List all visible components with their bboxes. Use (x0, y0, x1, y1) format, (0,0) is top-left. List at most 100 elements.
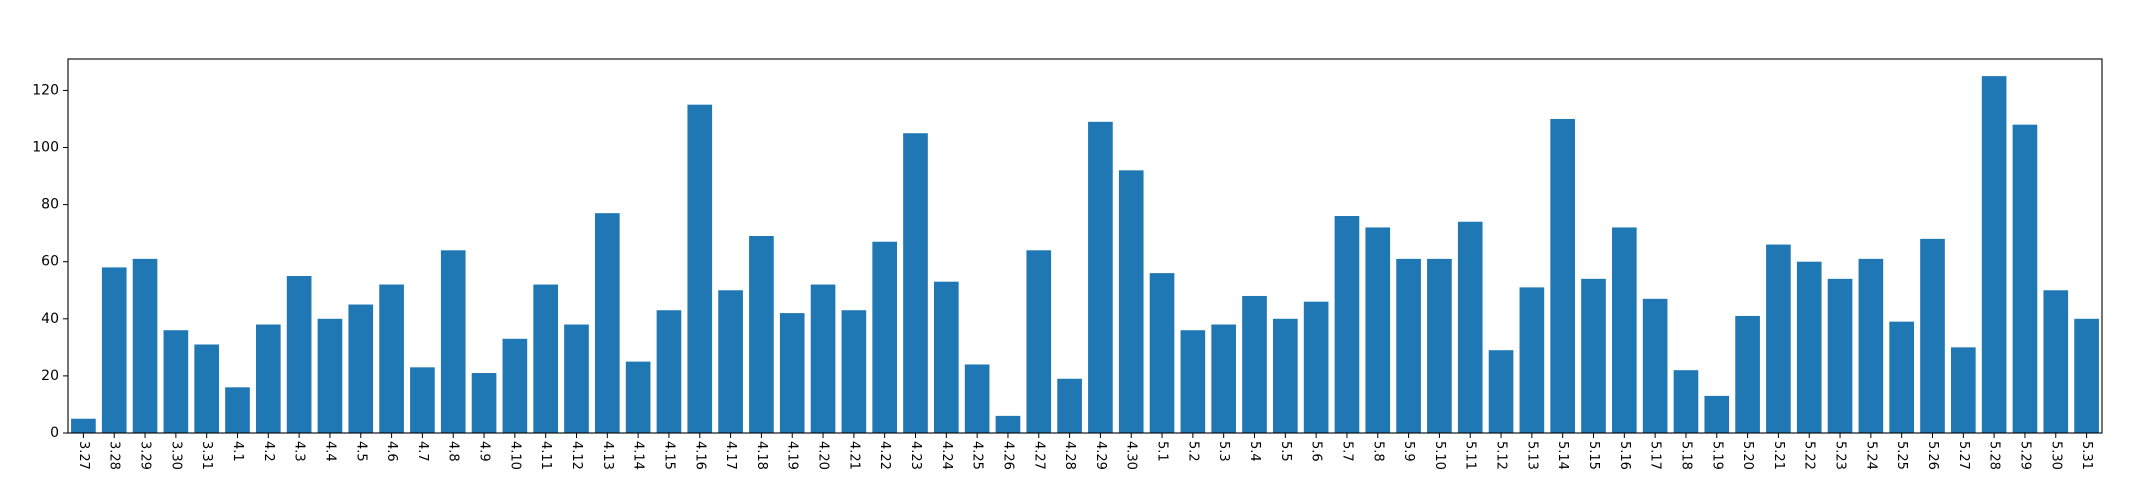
x-tick-label: 4.8 (446, 441, 461, 462)
bar-4.21 (841, 310, 867, 433)
x-tick-label: 4.20 (816, 441, 831, 470)
x-tick-label: 5.13 (1524, 441, 1539, 470)
bar-3.27 (71, 418, 96, 433)
bar-5.16 (1611, 227, 1637, 433)
x-tick-label: 5.25 (1894, 441, 1909, 470)
x-tick-label: 5.1 (1155, 441, 1170, 462)
bar-4.16 (687, 104, 713, 434)
x-tick-label: 5.31 (2079, 441, 2094, 470)
bar-4.24 (933, 281, 959, 433)
x-tick-label: 5.15 (1586, 441, 1601, 470)
bar-5.25 (1889, 321, 1915, 433)
x-tick-label: 5.4 (1247, 441, 1262, 462)
bar-5.31 (2074, 318, 2099, 433)
x-tick-label: 5.6 (1309, 441, 1324, 462)
x-tick-label: 4.12 (569, 441, 584, 470)
x-tick-label: 5.22 (1802, 441, 1817, 470)
x-tick-label: 5.16 (1617, 441, 1632, 470)
x-tick-label: 5.21 (1771, 441, 1786, 470)
x-tick-label: 4.16 (692, 441, 707, 470)
x-tick-label: 4.18 (754, 441, 769, 470)
y-tick-label: 40 (41, 311, 59, 327)
x-tick-label: 4.26 (1000, 441, 1015, 470)
y-tick-label: 80 (41, 197, 59, 213)
bar-4.28 (1057, 378, 1082, 433)
x-tick-label: 4.2 (261, 441, 276, 462)
x-tick-label: 4.6 (384, 441, 399, 462)
bar-5.3 (1211, 324, 1237, 433)
x-tick-label: 5.10 (1432, 441, 1447, 470)
bar-4.30 (1118, 170, 1144, 433)
bar-4.15 (656, 310, 682, 433)
bar-5.20 (1735, 315, 1760, 433)
bar-5.22 (1796, 261, 1822, 433)
bar-5.11 (1457, 221, 1483, 433)
bar-5.18 (1673, 370, 1699, 433)
x-tick-label: 5.29 (2017, 441, 2032, 470)
bar-5.1 (1149, 273, 1175, 433)
x-tick-label: 5.23 (1833, 441, 1848, 470)
x-tick-label: 3.30 (168, 441, 183, 470)
bar-4.27 (1026, 250, 1052, 433)
y-tick-label: 60 (41, 254, 59, 270)
bar-5.2 (1180, 330, 1206, 433)
x-tick-label: 5.24 (1863, 441, 1878, 470)
bar-5.12 (1488, 350, 1514, 433)
bar-5.30 (2043, 290, 2069, 433)
bar-4.6 (379, 284, 404, 433)
bar-5.29 (2012, 124, 2038, 433)
y-tick-label: 0 (50, 425, 59, 441)
bar-5.13 (1519, 287, 1545, 433)
bar-4.25 (964, 364, 990, 433)
bar-4.26 (995, 415, 1021, 433)
bar-4.9 (471, 373, 497, 433)
x-tick-label: 5.26 (1925, 441, 1940, 470)
bar-4.17 (718, 290, 743, 433)
bar-5.23 (1827, 278, 1853, 433)
x-tick-label: 5.30 (2048, 441, 2063, 470)
bar-5.27 (1950, 347, 1976, 433)
bar-5.9 (1396, 258, 1421, 433)
bar-5.26 (1920, 238, 1945, 433)
bar-4.4 (317, 318, 343, 433)
bar-4.7 (410, 367, 435, 433)
x-tick-label: 4.15 (661, 441, 676, 470)
x-tick-label: 5.17 (1648, 441, 1663, 470)
y-axis: 0 20 40 60 80 100 120 (32, 82, 68, 441)
bar-4.2 (255, 324, 281, 433)
x-tick-label: 4.23 (908, 441, 923, 470)
bar-5.19 (1704, 395, 1730, 433)
bar-4.11 (533, 284, 559, 433)
bar-4.20 (810, 284, 836, 433)
bar-3.28 (101, 267, 127, 433)
x-tick-label: 5.28 (1987, 441, 2002, 470)
bar-4.10 (502, 338, 528, 433)
x-tick-label: 4.24 (939, 441, 954, 470)
x-tick-label: 5.5 (1278, 441, 1293, 462)
x-tick-label: 4.1 (230, 441, 245, 462)
x-tick-label: 5.18 (1678, 441, 1693, 470)
x-tick-label: 4.22 (877, 441, 892, 470)
x-tick-label: 4.17 (723, 441, 738, 470)
bar-4.18 (749, 236, 774, 433)
bar-5.15 (1581, 278, 1606, 433)
x-tick-label: 5.12 (1494, 441, 1509, 470)
x-tick-label: 4.27 (1031, 441, 1046, 470)
x-tick-label: 5.8 (1370, 441, 1385, 462)
x-tick-label: 5.2 (1185, 441, 1200, 462)
x-tick-label: 4.19 (785, 441, 800, 470)
bar-5.28 (1981, 76, 2007, 434)
bar-5.21 (1766, 244, 1791, 433)
x-tick-label: 4.13 (600, 441, 615, 470)
bar-4.8 (440, 250, 466, 433)
bar-5.8 (1365, 227, 1391, 433)
bar-3.30 (163, 330, 189, 433)
x-tick-label: 4.28 (1062, 441, 1077, 470)
bar-5.24 (1858, 258, 1884, 433)
bar-5.4 (1242, 295, 1267, 433)
x-tick-label: 5.7 (1339, 441, 1354, 462)
bar-3.29 (132, 258, 158, 433)
x-tick-label: 3.28 (107, 441, 122, 470)
x-tick-label: 4.25 (970, 441, 985, 470)
bar-4.13 (594, 213, 620, 433)
